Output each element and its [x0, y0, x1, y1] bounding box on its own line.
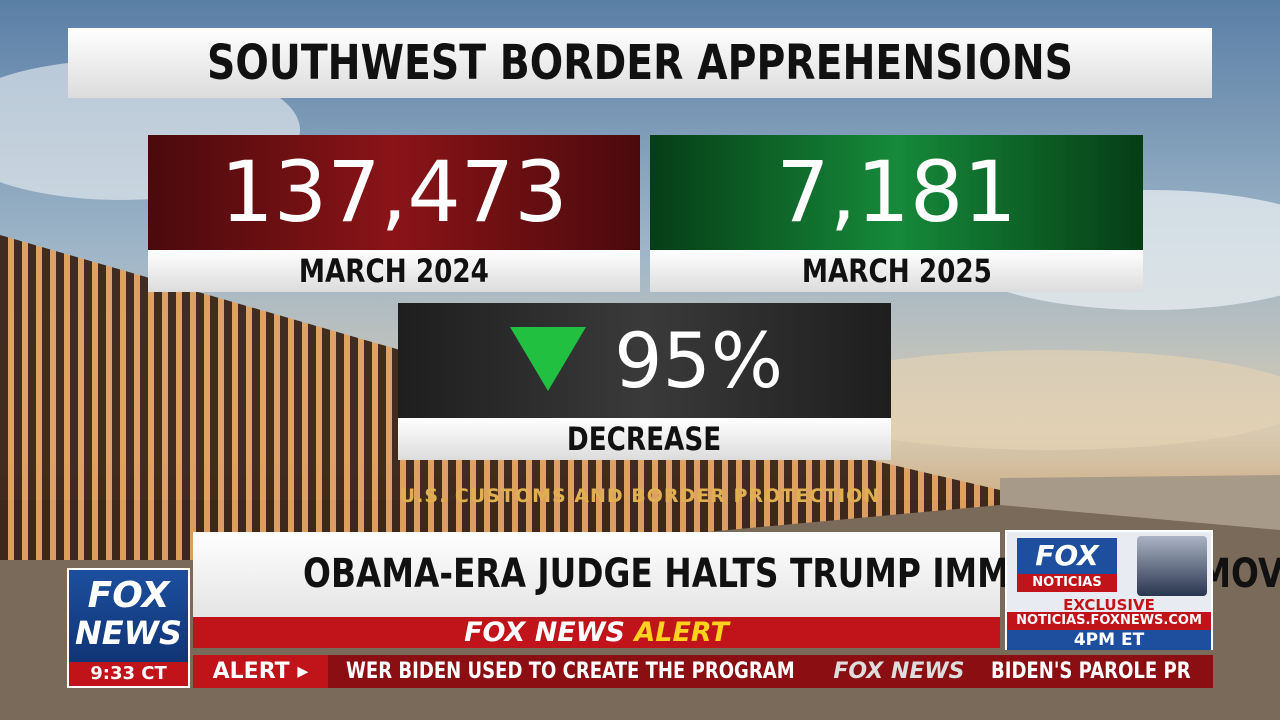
promo-exclusive: EXCLUSIVE — [1063, 596, 1155, 614]
ticker: ALERT ▸ WER BIDEN USED TO CREATE THE PRO… — [193, 655, 1213, 688]
stat-value: 7,181 — [776, 143, 1017, 241]
change-box: 95% — [398, 303, 891, 418]
promo-portrait — [1137, 536, 1207, 596]
promo-noticias: NOTICIAS — [1017, 574, 1117, 592]
stat-label: MARCH 2025 — [801, 252, 992, 290]
stat-value: 137,473 — [220, 143, 568, 241]
alert-brand: FOX NEWS — [464, 617, 625, 648]
title: SOUTHWEST BORDER APPREHENSIONS — [207, 35, 1073, 91]
ticker-text: BIDEN'S PAROLE PR — [991, 659, 1191, 684]
ticker-brand: FOX NEWS — [833, 659, 965, 684]
stat-box-2024: 137,473 — [148, 135, 640, 250]
clock: 9:33 CT — [69, 662, 188, 686]
logo-fox: FOX — [87, 575, 170, 616]
promo-box: FOX NOTICIAS EXCLUSIVE NOTICIAS.FOXNEWS.… — [1005, 530, 1213, 650]
title-bar: SOUTHWEST BORDER APPREHENSIONS — [68, 28, 1212, 98]
promo-time: 4PM ET — [1007, 630, 1211, 650]
alert-word: ALERT — [634, 617, 729, 648]
headline-bar: OBAMA-ERA JUDGE HALTS TRUMP IMMIGRATION … — [193, 532, 1280, 617]
alert-bar: FOX NEWS ALERT — [193, 617, 1000, 648]
stat-box-2025: 7,181 — [650, 135, 1143, 250]
stat-label-box: MARCH 2025 — [650, 250, 1143, 292]
change-value: 95% — [614, 316, 784, 405]
change-label-box: DECREASE — [398, 418, 891, 460]
change-label: DECREASE — [567, 420, 722, 458]
logo-news: NEWS — [75, 614, 182, 652]
stat-label-box: MARCH 2024 — [148, 250, 640, 292]
stat-label: MARCH 2024 — [298, 252, 490, 290]
ticker-text: WER BIDEN USED TO CREATE THE PROGRAM — [345, 659, 795, 684]
promo-url: NOTICIAS.FOXNEWS.COM — [1007, 612, 1211, 630]
ticker-label: ALERT ▸ — [193, 655, 328, 688]
network-logo: FOX NEWS 9:33 CT — [67, 568, 190, 688]
down-arrow-icon — [509, 327, 586, 391]
promo-fox: FOX — [1017, 538, 1117, 574]
source: U.S. CUSTOMS AND BORDER PROTECTION — [399, 485, 881, 507]
